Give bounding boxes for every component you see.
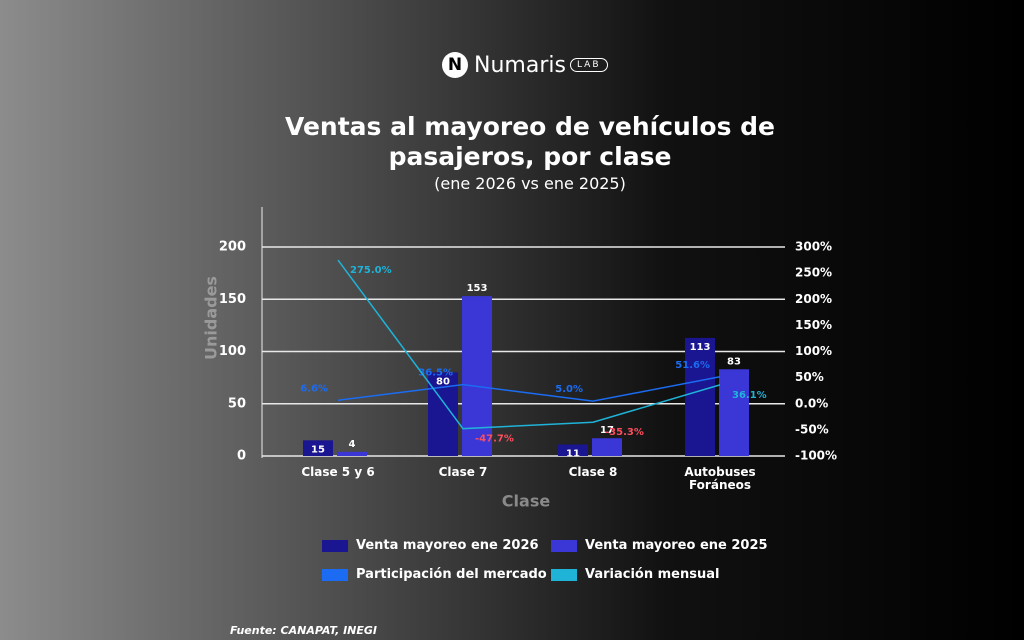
bar-value-label: 80 — [436, 376, 450, 387]
legend-label: Participación del mercado — [356, 567, 547, 582]
y2-tick-label: -100% — [795, 449, 837, 463]
y-axis-label: Unidades — [202, 276, 221, 360]
x-tick-label: Autobuses Foráneos — [684, 465, 756, 492]
bar-value-label: 4 — [349, 439, 356, 450]
bar — [303, 440, 333, 456]
line-value-label: 36.5% — [418, 368, 453, 379]
line — [337, 376, 721, 402]
legend-item: Participación del mercado — [322, 567, 547, 582]
y2-tick-label: 200% — [795, 292, 832, 306]
line-value-label: -47.7% — [475, 434, 514, 445]
legend-swatch — [551, 539, 577, 552]
legend-label: Variación mensual — [585, 567, 720, 582]
legend-item: Venta mayoreo ene 2026 — [322, 538, 539, 553]
bar-value-label: 11 — [566, 449, 580, 460]
x-tick-label: Clase 7 — [438, 465, 488, 479]
line-value-label: 51.6% — [675, 360, 710, 371]
bar — [337, 451, 367, 456]
legend-item: Venta mayoreo ene 2025 — [551, 538, 768, 553]
y2-tick-label: -50% — [795, 422, 829, 436]
bar-value-label: 153 — [467, 283, 488, 294]
bar-value-label: 17 — [600, 425, 614, 436]
legend-label: Venta mayoreo ene 2025 — [585, 538, 768, 553]
x-tick-label: Clase 5 y 6 — [301, 465, 375, 479]
y-tick-label: 150 — [219, 292, 246, 307]
logo: N — [442, 52, 468, 78]
y2-tick-label: 100% — [795, 344, 832, 358]
x-tick-label: Clase 8 — [568, 465, 618, 479]
line-value-label: 275.0% — [350, 265, 392, 276]
chart-title: Ventas al mayoreo de vehículos de pasaje… — [284, 112, 776, 171]
chart-subtitle: (ene 2026 vs ene 2025) — [434, 174, 626, 193]
brand-name: Numaris — [474, 52, 566, 78]
y2-tick-label: 150% — [795, 318, 832, 332]
y2-tick-label: 300% — [795, 240, 832, 254]
bar-value-label: 113 — [690, 342, 711, 353]
legend-label: Venta mayoreo ene 2026 — [356, 538, 539, 553]
brand-tag: LAB — [569, 58, 608, 72]
y-tick-label: 100 — [219, 344, 246, 359]
legend-swatch — [551, 568, 577, 581]
legend-item: Variación mensual — [551, 567, 719, 582]
line — [337, 259, 721, 430]
source: Fuente: CANAPAT, INEGI — [230, 624, 378, 637]
x-axis-label: Clase — [502, 492, 551, 511]
y2-tick-label: 0.0% — [795, 396, 828, 410]
legend-swatch — [322, 568, 348, 581]
y-tick-label: 0 — [237, 449, 246, 464]
legend-swatch — [322, 539, 348, 552]
bar — [685, 337, 715, 456]
y2-tick-label: 50% — [795, 370, 824, 384]
y2-tick-label: 250% — [795, 266, 832, 280]
y-tick-label: 50 — [228, 396, 246, 411]
brand: N Numaris LAB — [442, 52, 608, 78]
line-value-label: 5.0% — [555, 384, 583, 395]
line-value-label: -35.3% — [605, 427, 644, 438]
bar — [592, 438, 622, 456]
line-value-label: 36.1% — [732, 390, 767, 401]
line-value-label: 6.6% — [300, 383, 328, 394]
bar-value-label: 83 — [727, 356, 741, 367]
bar — [558, 444, 588, 456]
y-tick-label: 200 — [219, 240, 246, 255]
bar-value-label: 15 — [311, 444, 325, 455]
bar — [462, 296, 492, 456]
bar — [719, 369, 749, 456]
